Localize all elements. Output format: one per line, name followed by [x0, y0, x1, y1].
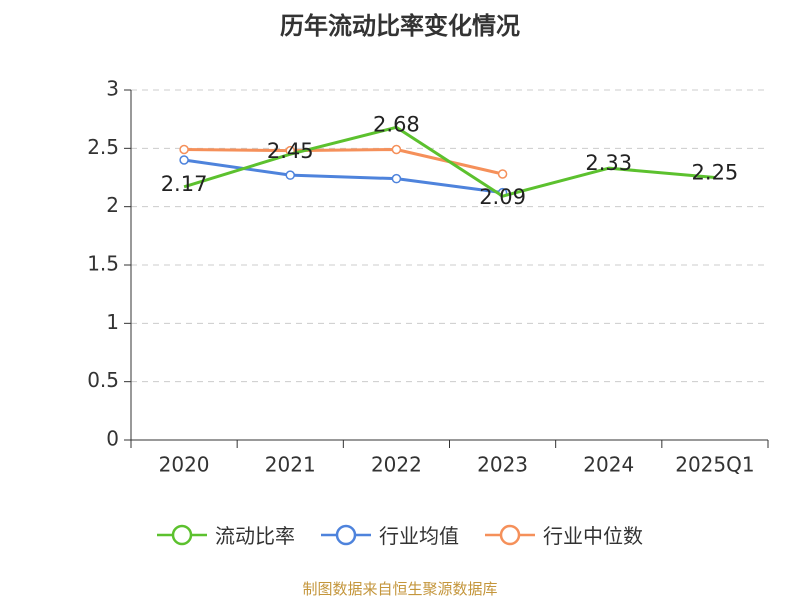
legend-line-marker-icon	[485, 524, 535, 545]
x-tick-label: 2025Q1	[675, 453, 754, 477]
x-tick-label: 2023	[477, 453, 528, 477]
legend-item[interactable]: 流动比率	[157, 520, 295, 549]
legend-item[interactable]: 行业均值	[321, 520, 459, 549]
y-tick-label: 0.5	[87, 368, 119, 392]
y-tick-label: 1.5	[87, 252, 119, 276]
data-label: 2.25	[692, 161, 739, 185]
legend-circle	[499, 524, 521, 545]
legend-circle	[171, 524, 193, 545]
legend-label: 流动比率	[215, 524, 295, 548]
series-line-1	[183, 158, 503, 195]
axes: 0 0.5 1 1.5 2 2.5 3 2020 2021 2022 2023 2024 2025Q1	[87, 77, 769, 477]
legend: 流动比率 行业均值 行业中位数	[0, 520, 800, 549]
data-label: 2.68	[373, 112, 420, 136]
series-line-0	[183, 125, 716, 198]
source-note: 制图数据来自恒生聚源数据库	[302, 580, 498, 598]
x-tick-label: 2021	[265, 453, 316, 477]
series-point-1	[285, 170, 295, 180]
series-point-1	[179, 155, 189, 165]
legend-line-marker-icon	[321, 524, 371, 545]
series-layer	[179, 125, 716, 198]
y-tick-label: 2	[106, 193, 119, 217]
x-tick-label: 2024	[583, 453, 634, 477]
y-tick-label: 3	[106, 77, 119, 101]
series-line-2	[184, 148, 503, 176]
legend-label: 行业中位数	[543, 524, 643, 548]
data-labels: 2.17 2.45 2.68 2.09 2.33 2.25	[161, 112, 739, 209]
series-point-2	[391, 144, 402, 155]
y-tick-label: 1	[106, 310, 119, 334]
legend-item[interactable]: 行业中位数	[485, 520, 643, 549]
series-point-2	[497, 169, 508, 179]
legend-label: 行业均值	[379, 524, 459, 548]
chart-title: 历年流动比率变化情况	[280, 12, 520, 40]
series-point-2	[179, 144, 189, 155]
data-label: 2.33	[585, 151, 632, 175]
data-label: 2.09	[479, 185, 526, 209]
y-tick-label: 2.5	[87, 135, 119, 159]
grid-lines	[131, 89, 768, 383]
data-label: 2.17	[161, 172, 208, 196]
legend-circle	[335, 524, 357, 545]
series-point-1	[391, 173, 402, 184]
data-label: 2.45	[267, 139, 314, 163]
legend-line-marker-icon	[157, 524, 207, 545]
x-tick-label: 2020	[159, 453, 210, 477]
y-tick-label: 0	[106, 427, 119, 451]
x-tick-label: 2022	[371, 453, 422, 477]
